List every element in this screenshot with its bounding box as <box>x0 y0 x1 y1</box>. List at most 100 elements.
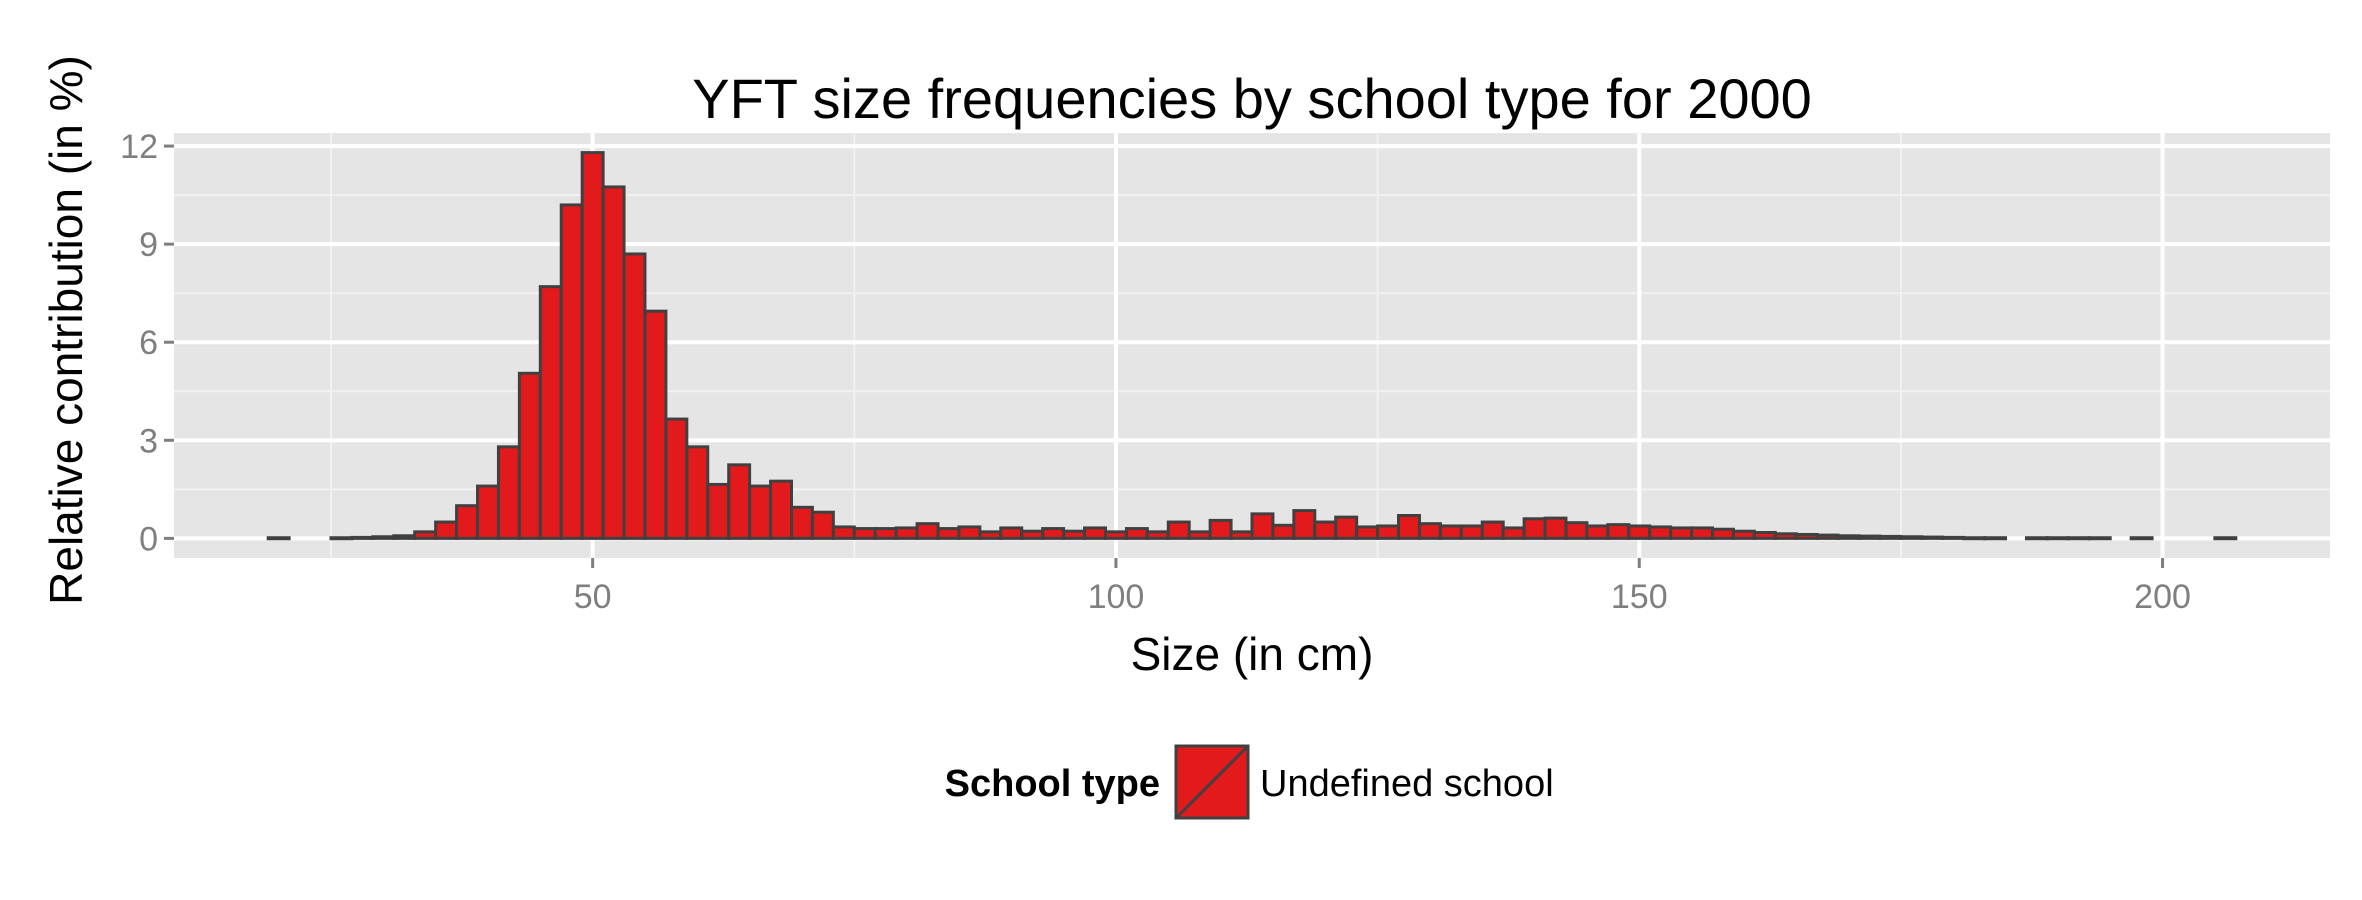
histogram-bar <box>894 526 919 540</box>
histogram-bar <box>1062 529 1087 540</box>
histogram-bar <box>1417 522 1442 540</box>
histogram-bar <box>1229 530 1254 540</box>
histogram-bar <box>1669 526 1694 540</box>
chart-title: YFT size frequencies by school type for … <box>692 67 1812 130</box>
histogram-bar <box>706 482 731 540</box>
histogram-bar <box>1627 524 1652 540</box>
histogram-bar <box>1522 517 1547 540</box>
histogram-bar <box>936 527 961 540</box>
histogram-bar <box>601 185 626 540</box>
histogram-bar <box>1292 509 1317 540</box>
histogram-bar <box>978 530 1003 540</box>
histogram-bar <box>455 504 480 540</box>
histogram-bar <box>392 534 417 540</box>
histogram-bar <box>1606 523 1631 540</box>
histogram-bar <box>1543 516 1568 540</box>
histogram-bar <box>496 445 521 540</box>
histogram-bar <box>810 510 835 540</box>
histogram-bar <box>1334 515 1359 540</box>
histogram-bar <box>559 203 584 540</box>
histogram-bar <box>2213 536 2238 541</box>
histogram-bar <box>1438 524 1463 540</box>
histogram-bar <box>1020 529 1045 540</box>
legend-key-slash <box>1174 744 1250 820</box>
y-tick-label: 3 <box>139 422 158 460</box>
histogram-bars <box>266 151 2238 541</box>
histogram-bar <box>2045 536 2070 541</box>
histogram-bar <box>852 527 877 540</box>
histogram-bar <box>434 520 459 540</box>
histogram-bar <box>1815 533 1840 540</box>
x-tick-label: 100 <box>1088 578 1145 616</box>
histogram-bar <box>685 445 710 540</box>
histogram-bar <box>873 527 898 540</box>
histogram-bar <box>727 463 752 540</box>
histogram-bar <box>1313 520 1338 540</box>
histogram-bar <box>1103 530 1128 540</box>
histogram-bar <box>789 505 814 540</box>
histogram-bar <box>1564 521 1589 540</box>
legend-label: Undefined school <box>1260 763 1554 805</box>
histogram-bar <box>1083 526 1107 540</box>
histogram-bar <box>1794 532 1819 540</box>
histogram-bar <box>1585 524 1610 540</box>
histogram-bar <box>643 309 668 540</box>
histogram-bar <box>1187 530 1212 540</box>
histogram-bar <box>1836 534 1861 540</box>
histogram-bar <box>748 484 773 540</box>
y-tick-label: 9 <box>139 226 158 264</box>
histogram-bar <box>1731 529 1756 540</box>
histogram-bar <box>999 526 1024 540</box>
histogram-bar <box>1124 527 1149 540</box>
y-axis-title: Relative contribution (in %) <box>40 55 92 605</box>
histogram-bar <box>1041 527 1066 540</box>
histogram-bar <box>1857 534 1882 540</box>
x-axis-title: Size (in cm) <box>1131 628 1374 680</box>
histogram-bar <box>266 536 291 541</box>
histogram-bar <box>2024 536 2049 541</box>
histogram-bar <box>329 536 354 541</box>
x-tick-label: 200 <box>2134 578 2191 616</box>
histogram-bar <box>1962 536 1987 541</box>
histogram-bar <box>1208 518 1233 540</box>
histogram-bar <box>1250 512 1275 540</box>
histogram-bar <box>2129 536 2154 541</box>
histogram-bar <box>1773 532 1798 540</box>
histogram-bar <box>957 525 982 540</box>
histogram-bar <box>413 530 438 540</box>
histogram-bar <box>1166 520 1191 540</box>
histogram-bar <box>1752 531 1777 540</box>
histogram-bar <box>622 252 647 540</box>
histogram-bar <box>1501 526 1526 540</box>
y-tick-label: 0 <box>139 520 158 558</box>
histogram-bar <box>831 525 856 540</box>
histogram-bar <box>517 371 542 540</box>
y-tick-label: 6 <box>139 324 158 362</box>
legend: School type Undefined school <box>945 744 1554 820</box>
histogram-bar <box>1397 514 1421 540</box>
histogram-bar <box>915 522 940 540</box>
histogram-bar <box>1711 527 1735 540</box>
histogram-bar <box>476 484 500 540</box>
x-axis: 50 100 150 200 <box>574 558 2191 616</box>
histogram-bar <box>1941 535 1966 540</box>
histogram-bar <box>1355 525 1380 540</box>
histogram-bar <box>371 535 396 540</box>
minor-gridlines <box>174 133 2330 558</box>
histogram-bar <box>350 535 375 540</box>
histogram-bar <box>1690 526 1715 540</box>
histogram-bar <box>538 285 563 540</box>
histogram-bar <box>1920 535 1945 540</box>
histogram-bar <box>1376 524 1401 540</box>
histogram-bar <box>1899 535 1924 540</box>
histogram-bar <box>1145 530 1170 540</box>
histogram-bar <box>664 417 689 540</box>
histogram-bar <box>2066 536 2091 541</box>
y-axis: 0 3 6 9 12 <box>120 128 174 558</box>
histogram-bar <box>580 151 605 540</box>
x-tick-label: 150 <box>1611 578 1668 616</box>
y-tick-label: 12 <box>120 128 158 166</box>
histogram-bar <box>1480 520 1505 540</box>
histogram-bar <box>1271 523 1296 540</box>
